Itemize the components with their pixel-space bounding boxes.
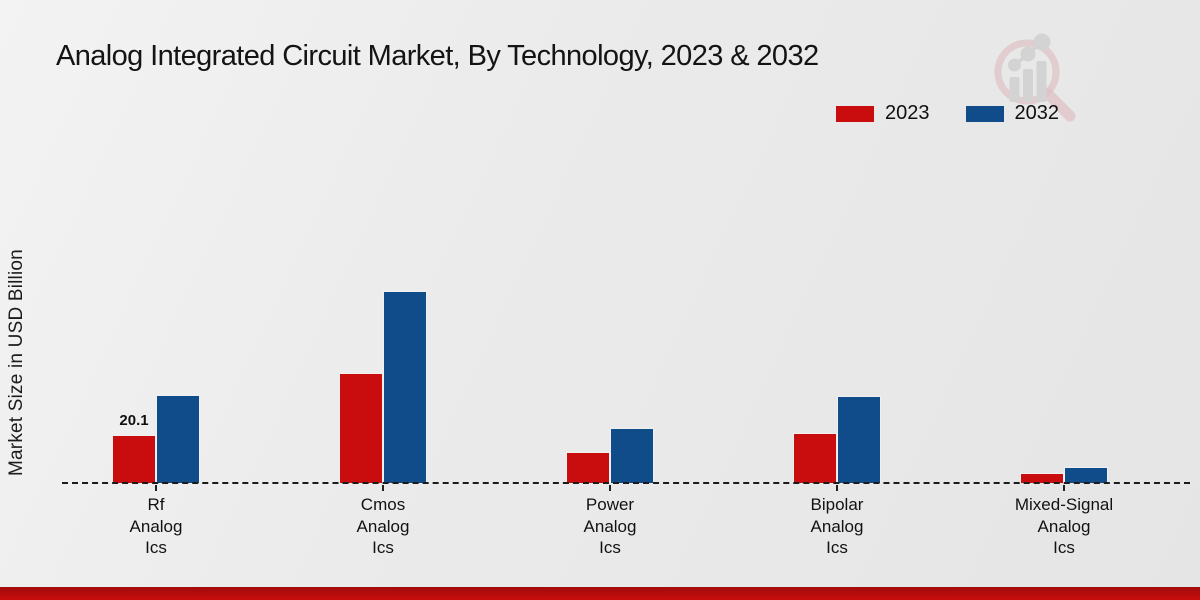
bar-2023-cmos-analog-ics xyxy=(339,373,383,483)
magnifier-bar-chart-logo-icon xyxy=(994,33,1076,122)
bar-2023-mixed-signal-analog-ics xyxy=(1020,473,1064,483)
bar-2032-mixed-signal-analog-ics xyxy=(1064,467,1108,483)
bar-2032-rf-analog-ics xyxy=(156,395,200,483)
category-label-power-analog-ics: Power Analog Ics xyxy=(525,494,695,559)
legend-item-2023: 2023 xyxy=(836,102,930,125)
category-label-rf-analog-ics: Rf Analog Ics xyxy=(71,494,241,559)
chart-title: Analog Integrated Circuit Market, By Tec… xyxy=(56,40,819,72)
bar-value-label: 20.1 xyxy=(119,412,149,429)
x-axis-baseline xyxy=(62,482,1190,484)
category-label-line: Ics xyxy=(145,538,167,557)
category-label-line: Power xyxy=(585,495,635,514)
bar-2023-rf-analog-ics xyxy=(112,435,156,483)
category-label-mixed-signal-analog-ics: Mixed-Signal Analog Ics xyxy=(979,494,1149,559)
legend-label-2023: 2023 xyxy=(885,102,930,124)
category-label-line: Analog xyxy=(583,516,637,536)
category-label-line: Rf xyxy=(147,495,165,514)
footer-red-strip xyxy=(0,587,1200,600)
category-label-line: Ics xyxy=(599,538,621,557)
legend: 2023 2032 xyxy=(836,102,1059,125)
legend-swatch-2023 xyxy=(836,105,874,122)
x-axis-tick-bipolar-analog-ics xyxy=(836,485,838,491)
x-axis-tick-mixed-signal-analog-ics xyxy=(1063,485,1065,491)
category-label-cmos-analog-ics: Cmos Analog Ics xyxy=(298,494,468,559)
category-label-line: Ics xyxy=(372,538,394,557)
category-label-line: Ics xyxy=(1053,538,1075,557)
x-axis-tick-power-analog-ics xyxy=(609,485,611,491)
x-axis-tick-cmos-analog-ics xyxy=(382,485,384,491)
category-label-line: Analog xyxy=(1037,516,1091,536)
legend-item-2032: 2032 xyxy=(965,102,1060,125)
category-label-line: Cmos xyxy=(360,495,406,514)
bar-2023-power-analog-ics xyxy=(566,452,610,483)
bar-2032-cmos-analog-ics xyxy=(383,291,427,483)
bar-2023-bipolar-analog-ics xyxy=(793,433,837,483)
category-label-line: Analog xyxy=(356,516,410,536)
legend-label-2032: 2032 xyxy=(1014,102,1060,124)
bar-2032-power-analog-ics xyxy=(610,428,654,483)
category-label-line: Ics xyxy=(826,538,848,557)
category-label-bipolar-analog-ics: Bipolar Analog Ics xyxy=(752,494,922,559)
bar-2032-bipolar-analog-ics xyxy=(837,396,881,483)
category-label-line: Mixed-Signal xyxy=(1014,495,1114,514)
category-label-line: Bipolar xyxy=(810,495,864,514)
legend-swatch-2032 xyxy=(965,105,1004,122)
category-label-line: Analog xyxy=(129,516,183,536)
x-axis-tick-rf-analog-ics xyxy=(155,485,157,491)
category-label-line: Analog xyxy=(810,516,864,536)
